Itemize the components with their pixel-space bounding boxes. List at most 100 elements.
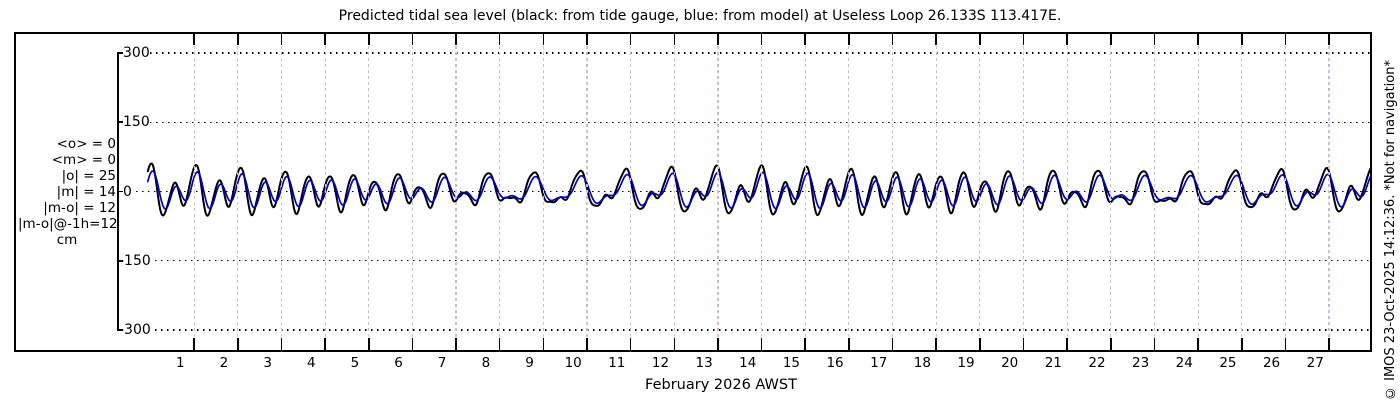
y-gridline [150,52,1370,54]
top-axis-tick [455,34,457,45]
top-axis-tick [498,34,501,45]
day-gridline [237,34,239,350]
top-axis-tick [1153,34,1156,45]
day-gridline [280,34,283,350]
day-gridline [455,34,457,350]
day-gridline [1328,34,1330,350]
day-gridline [1241,34,1243,350]
bottom-axis-tick [629,338,632,350]
x-axis-tick-label: 15 [782,355,801,371]
bottom-axis-tick [935,338,937,350]
y-axis-tick-label: 0 [123,183,132,200]
top-axis-tick [411,34,414,45]
x-axis-tick-label: 7 [437,355,447,371]
top-axis-tick [673,34,676,45]
stats-line: |m-o| = 12 [43,200,116,216]
bottom-axis-tick [455,338,457,350]
x-axis-label: February 2026 AWST [645,377,797,393]
day-gridline [1066,34,1068,350]
y-axis-tick-label: -300 [119,322,151,338]
y-gridline [136,190,1370,193]
day-gridline [891,34,894,350]
gauge-curve [146,162,1372,217]
x-axis-tick-label: 10 [564,355,582,371]
y-axis-tick [117,259,123,262]
day-gridline [324,34,326,350]
y-axis-tick-label: 150 [123,114,150,131]
top-axis-tick [1240,34,1243,45]
day-gridline [717,34,719,350]
day-gridline [761,34,763,350]
bottom-axis-tick [193,338,195,350]
bottom-axis-tick [848,338,850,350]
bottom-axis-tick [717,338,719,350]
top-axis-tick [542,34,545,45]
x-axis-tick-label: 19 [957,355,975,371]
bottom-axis-tick [280,338,283,350]
stats-panel: <o> = 0 <m> = 0 |o| = 25 |m| = 14 |m-o| = 12… [18,136,118,248]
day-gridline [630,34,632,350]
stats-line: |m-o|@-1h=12 [18,216,118,232]
bottom-axis-tick [1197,338,1199,350]
stats-line: |o| = 25 [61,168,116,184]
bottom-axis-tick [1284,338,1287,350]
day-gridline [1022,34,1025,350]
x-axis-tick-label: 8 [481,355,491,371]
y-gridline [150,121,1370,123]
copyright-watermark: © IMOS 23-Oct-2025 14:12:36. *Not for na… [1383,60,1398,400]
day-gridline [1153,34,1156,350]
stats-line: |m| = 14 [56,184,116,200]
x-axis-tick-label: 1 [176,355,185,371]
y-axis-tick [117,190,123,193]
day-gridline [673,34,675,350]
bottom-axis-tick [586,338,588,350]
top-axis-tick [367,34,370,45]
chart-title: Predicted tidal sea level (black: from t… [338,8,1062,24]
x-axis-tick-label: 13 [695,355,713,371]
y-axis-tick-label: 300 [123,44,150,61]
y-gridline [155,329,1370,331]
top-axis-tick [586,34,588,45]
day-gridline [1110,34,1112,350]
x-axis-tick-label: 2 [219,355,229,371]
bottom-axis-tick [1110,338,1112,350]
bottom-axis-tick [1066,338,1068,350]
bottom-axis-tick [804,338,807,350]
bottom-axis-tick [498,338,501,350]
bottom-axis-tick [891,338,894,350]
day-gridline [804,34,806,350]
day-gridline [542,34,544,350]
top-axis-tick [717,34,719,45]
x-axis-tick-label: 4 [306,355,316,371]
y-axis-tick [117,329,123,331]
day-gridline [499,34,501,350]
tide-curves [146,162,1372,217]
top-axis-tick [280,34,283,45]
bottom-axis-tick [760,338,763,350]
model-curve [146,170,1372,210]
bottom-axis-tick [1328,338,1330,350]
x-axis-tick-label: 9 [525,355,534,371]
top-axis-tick [324,34,326,45]
top-axis-tick [1197,34,1199,45]
top-axis-tick [1284,34,1287,45]
top-axis-tick [1022,34,1025,45]
top-axis-tick [237,34,239,45]
day-gridline [935,34,937,350]
day-gridline [1284,34,1286,350]
bottom-axis-tick [411,338,414,350]
x-axis-tick-label: 14 [739,355,757,371]
plot-area [14,32,1372,352]
x-axis-tick-label: 6 [394,355,403,371]
x-axis-tick-label: 11 [608,355,626,371]
day-gridline [368,34,370,350]
x-axis-tick-label: 26 [1262,355,1281,371]
bottom-axis-tick [979,338,981,350]
top-axis-tick [935,34,937,45]
top-axis-tick [760,34,763,45]
x-axis-tick-label: 24 [1175,355,1193,371]
x-axis-tick-label: 17 [870,355,888,371]
x-axis-tick-label: 18 [913,355,931,371]
top-axis-tick [891,34,894,45]
